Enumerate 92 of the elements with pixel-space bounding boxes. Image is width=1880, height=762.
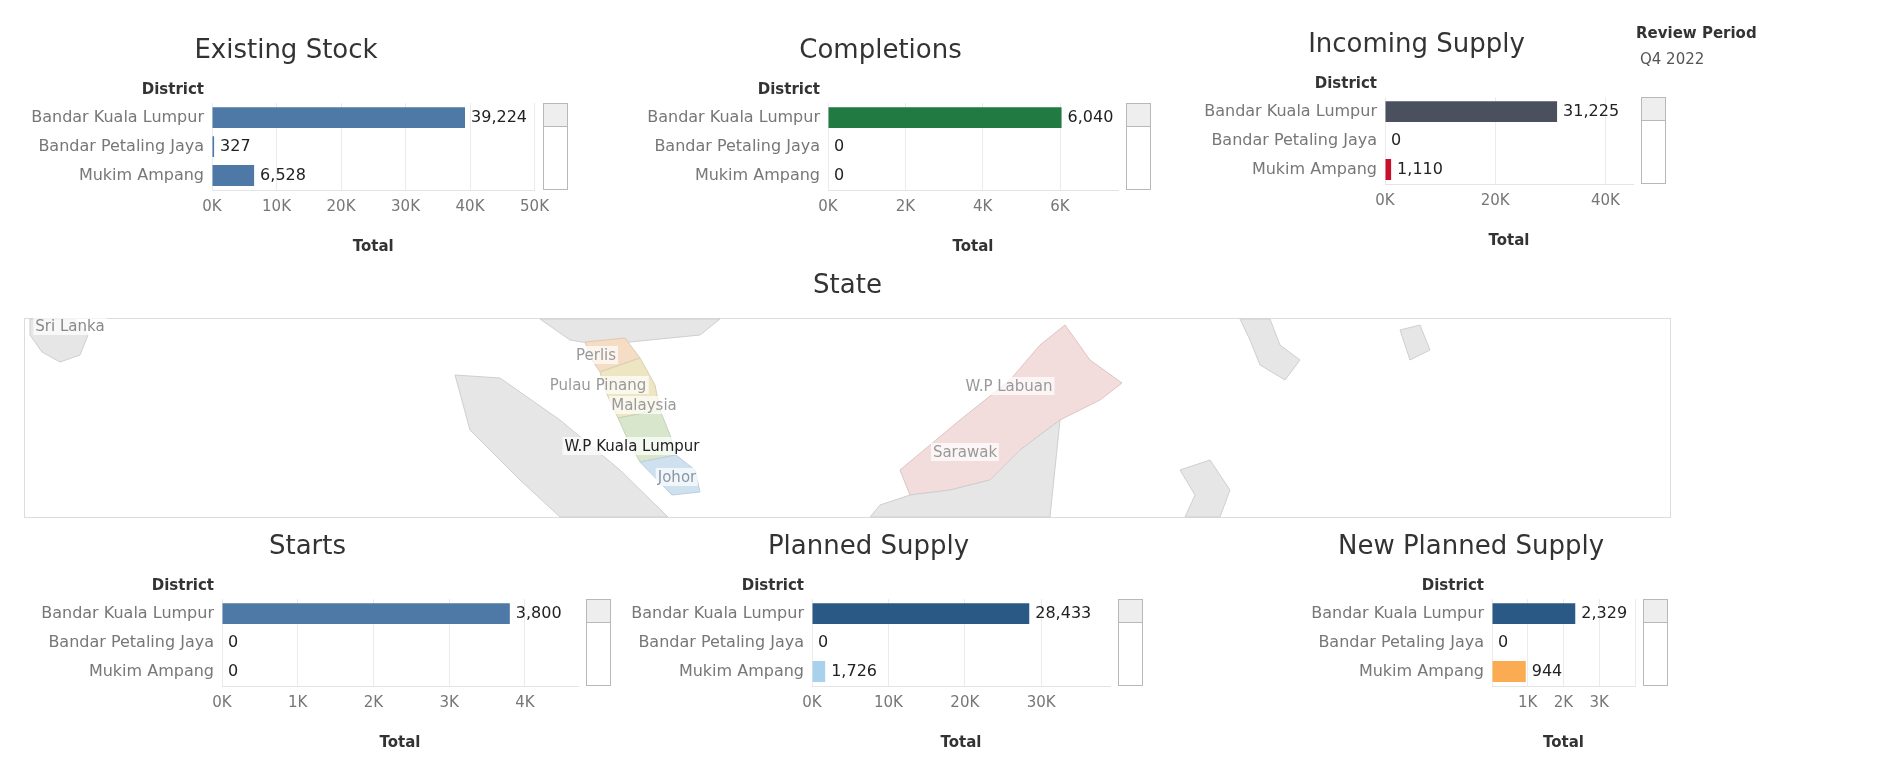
x-tick-label: 1K (1518, 692, 1539, 711)
text: W.P Labuan (963, 377, 1055, 395)
chart-title: Existing Stock (194, 34, 378, 65)
y-tick-label: Bandar Kuala Lumpur (31, 106, 205, 126)
y-tick-label: Bandar Kuala Lumpur (1204, 100, 1378, 120)
x-tick-label: 30K (1026, 692, 1057, 711)
y-tick-label: Bandar Kuala Lumpur (41, 602, 215, 622)
data-label: 1,726 (831, 660, 877, 680)
x-tick-label: 50K (520, 196, 551, 215)
y-tick-label: Bandar Petaling Jaya (48, 631, 214, 651)
x-tick-label: 20K (950, 692, 981, 711)
x-axis-title: Total (352, 236, 394, 255)
data-label: 944 (1531, 660, 1563, 680)
x-tick-label: 1K (288, 692, 309, 711)
x-axis-title: Total (379, 732, 421, 751)
y-axis-title: District (757, 79, 820, 98)
text: Sarawak (930, 443, 1000, 461)
data-label: 1,110 (1397, 158, 1443, 178)
x-tick-label: 40K (1590, 190, 1622, 209)
bar (212, 165, 255, 186)
y-tick-label: Bandar Petaling Jaya (1318, 631, 1484, 651)
y-tick-label: Bandar Petaling Jaya (1211, 129, 1377, 149)
x-tick-label: 10K (262, 196, 293, 215)
text: Pulau Pinang (547, 376, 649, 394)
bar (212, 107, 466, 129)
data-label: 0 (834, 135, 845, 155)
y-tick-label: Mukim Ampang (678, 660, 804, 680)
x-tick-label: 6K (1050, 196, 1071, 215)
chart-title: Incoming Supply (1308, 28, 1525, 59)
text: Malaysia (609, 396, 679, 414)
data-label: 0 (818, 631, 829, 651)
text: Johor (655, 468, 699, 486)
y-tick-label: Bandar Kuala Lumpur (1311, 602, 1485, 622)
data-label: 0 (1498, 631, 1509, 651)
data-label: 28,433 (1035, 602, 1092, 622)
x-tick-label: 4K (515, 692, 536, 711)
chart-title: Starts (268, 530, 347, 561)
x-tick-label: 0K (802, 692, 823, 711)
data-label: 39,224 (471, 106, 528, 126)
x-tick-label: 2K (895, 196, 917, 215)
text: State (812, 268, 883, 300)
y-tick-label: Bandar Kuala Lumpur (647, 106, 821, 126)
data-label: 0 (228, 631, 239, 651)
y-tick-label: Mukim Ampang (1251, 158, 1377, 178)
x-axis-title: Total (952, 236, 994, 255)
x-tick-label: 3K (439, 692, 461, 711)
chart-title: Completions (799, 34, 962, 65)
x-tick-label: 0K (202, 196, 223, 215)
data-label: 6,528 (260, 164, 306, 184)
x-tick-label: 4K (972, 196, 994, 215)
y-tick-label: Bandar Petaling Jaya (638, 631, 804, 651)
y-axis-title: District (741, 575, 804, 594)
data-label: 0 (834, 164, 845, 184)
y-tick-label: Mukim Ampang (1358, 660, 1484, 680)
x-tick-label: 2K (363, 692, 385, 711)
y-tick-label: Bandar Petaling Jaya (654, 135, 820, 155)
data-label: 6,040 (1067, 106, 1114, 126)
y-axis-title: District (151, 575, 214, 594)
chart-title: New Planned Supply (1337, 530, 1605, 561)
y-axis-title: District (1421, 575, 1484, 594)
data-label: 327 (220, 135, 251, 155)
y-tick-label: Mukim Ampang (88, 660, 214, 680)
y-tick-label: Mukim Ampang (694, 164, 820, 184)
x-axis-title: Total (1543, 732, 1584, 751)
y-axis-title: District (1314, 73, 1377, 92)
x-tick-label: 2K (1553, 692, 1575, 711)
x-tick-label: 20K (326, 196, 357, 215)
x-tick-label: 10K (873, 692, 905, 711)
x-axis-title: Total (1488, 230, 1530, 249)
x-tick-label: 0K (212, 692, 233, 711)
data-label: 0 (1391, 129, 1402, 149)
data-label: 31,225 (1563, 100, 1620, 120)
x-tick-label: 40K (455, 196, 486, 215)
x-axis-title: Total (940, 732, 982, 751)
x-tick-label: 0K (1375, 190, 1396, 209)
chart-title: Planned Supply (767, 530, 970, 561)
text: Perlis (573, 346, 619, 364)
x-tick-label: 30K (391, 196, 422, 215)
data-label: 0 (228, 660, 239, 680)
data-label: 3,800 (515, 602, 562, 622)
y-tick-label: Bandar Petaling Jaya (38, 135, 204, 155)
data-label: 2,329 (1581, 602, 1628, 622)
text: Q4 2022 (1640, 50, 1705, 68)
x-tick-label: 0K (818, 196, 839, 215)
y-tick-label: Mukim Ampang (78, 164, 204, 184)
y-tick-label: Bandar Kuala Lumpur (631, 602, 805, 622)
y-axis-title: District (141, 79, 204, 98)
text: Review Period (1636, 23, 1757, 44)
x-tick-label: 3K (1589, 692, 1611, 711)
text: Sri Lanka (33, 317, 107, 335)
text: W.P Kuala Lumpur (562, 437, 702, 455)
x-tick-label: 20K (1480, 190, 1511, 209)
